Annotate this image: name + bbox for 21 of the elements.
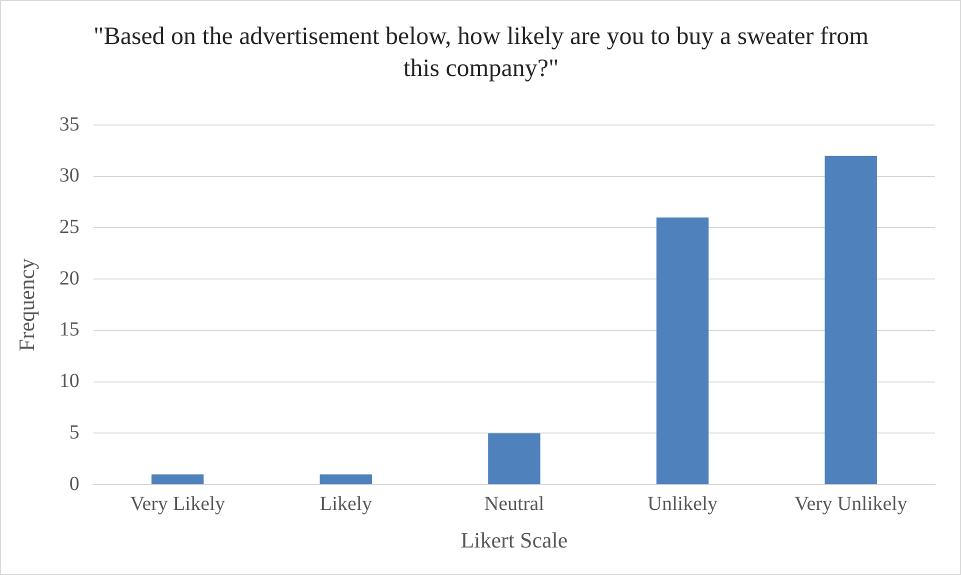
x-tick-label: Neutral bbox=[484, 492, 545, 515]
bar bbox=[488, 433, 540, 484]
y-tick-label: 20 bbox=[59, 267, 80, 290]
y-tick-label: 0 bbox=[69, 472, 80, 495]
x-tick-label: Very Likely bbox=[130, 492, 226, 515]
x-tick-label: Unlikely bbox=[648, 492, 718, 515]
x-axis-title: Likert Scale bbox=[460, 528, 568, 553]
y-tick-label: 5 bbox=[69, 421, 80, 444]
y-tick-label: 25 bbox=[59, 216, 80, 238]
y-tick-label: 35 bbox=[59, 113, 80, 136]
x-tick-label: Likely bbox=[320, 492, 372, 515]
bar bbox=[824, 156, 877, 484]
y-tick-label: 30 bbox=[59, 164, 80, 187]
y-tick-label: 15 bbox=[59, 318, 80, 341]
y-tick-label: 10 bbox=[59, 370, 80, 392]
bar bbox=[656, 217, 709, 484]
chart-title: "Based on the advertisement below, how likely are you to buy a sweater from this company?" bbox=[92, 22, 870, 84]
bar bbox=[320, 474, 372, 484]
y-axis-title: Frequency bbox=[14, 258, 39, 352]
x-tick-label: Very Unlikely bbox=[794, 492, 908, 515]
bar bbox=[151, 474, 204, 484]
